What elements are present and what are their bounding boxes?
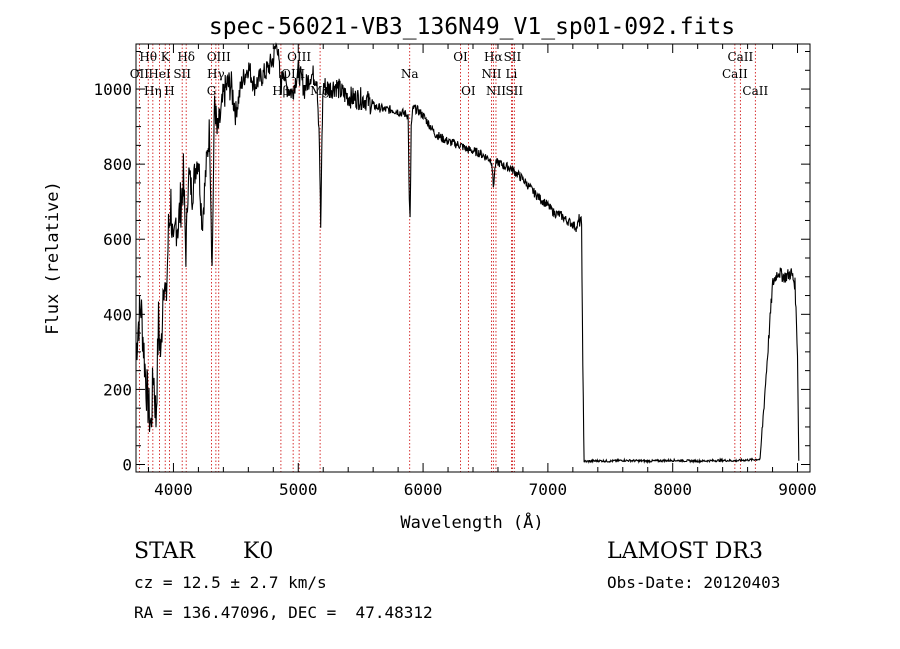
- y-tick-label: 1000: [93, 80, 132, 99]
- spectral-line-label: Hη: [144, 84, 162, 98]
- coordinates: RA = 136.47096, DEC = 47.48312: [134, 603, 433, 622]
- spectral-line-label: K: [161, 50, 171, 64]
- x-tick-label: 9000: [778, 480, 817, 499]
- spectral-line-label: OIII: [287, 50, 311, 64]
- spectral-line-label: Hθ: [139, 50, 157, 64]
- y-tick-label: 800: [103, 155, 132, 174]
- spectral-line-label: NII: [486, 84, 506, 98]
- spectral-line-label: SII: [504, 50, 522, 64]
- y-axis-ticks: 0 200 400 600 800 1000: [93, 51, 810, 474]
- spectral-line-label: CaII: [722, 67, 748, 81]
- x-tick-label: 6000: [404, 480, 443, 499]
- spectral-line-label: OIII: [207, 50, 231, 64]
- x-axis-ticks: 4000 5000 6000 7000 8000 9000: [147, 44, 817, 499]
- spectral-line-label: SII: [173, 67, 191, 81]
- spectral-line-label: H: [164, 84, 174, 98]
- y-axis-label: Flux (relative): [43, 181, 63, 335]
- x-axis-label: Wavelength (Å): [400, 511, 543, 533]
- spectral-line-label: CaII: [727, 50, 753, 64]
- spectral-line-label: OI: [461, 84, 476, 98]
- spectral-line-label: CaII: [742, 84, 768, 98]
- x-tick-label: 5000: [279, 480, 318, 499]
- spectrum-flux-line: [135, 42, 800, 465]
- spectral-line-label: Na: [401, 67, 419, 81]
- y-tick-label: 600: [103, 230, 132, 249]
- x-tick-label: 8000: [653, 480, 692, 499]
- object-subclass: K0: [243, 539, 274, 564]
- spectral-line-label: Hγ: [207, 67, 225, 81]
- redshift-value: cz = 12.5 ± 2.7 km/s: [134, 573, 327, 592]
- chart-title: spec-56021-VB3_136N49_V1_sp01-092.fits: [209, 14, 735, 40]
- spectral-line-label: NII: [481, 67, 501, 81]
- spectral-line-label: HeI: [148, 67, 171, 81]
- spectral-line-label: Hδ: [177, 50, 195, 64]
- spectral-line-label: G: [207, 84, 217, 98]
- spectral-line-label: SII: [505, 84, 523, 98]
- spectral-line-label: Hα: [484, 50, 503, 64]
- observation-date: Obs-Date: 20120403: [607, 573, 781, 592]
- x-tick-label: 4000: [154, 480, 193, 499]
- spectral-line-label: OII: [130, 67, 150, 81]
- spectral-line-markers: [138, 44, 756, 472]
- y-tick-label: 0: [122, 455, 132, 474]
- object-class: STAR: [134, 539, 195, 564]
- y-tick-label: 400: [103, 305, 132, 324]
- spectral-line-label: Li: [506, 67, 518, 81]
- y-tick-label: 200: [103, 380, 132, 399]
- x-tick-label: 7000: [529, 480, 568, 499]
- survey-name: LAMOST DR3: [607, 539, 763, 564]
- spectral-line-label: OI: [453, 50, 468, 64]
